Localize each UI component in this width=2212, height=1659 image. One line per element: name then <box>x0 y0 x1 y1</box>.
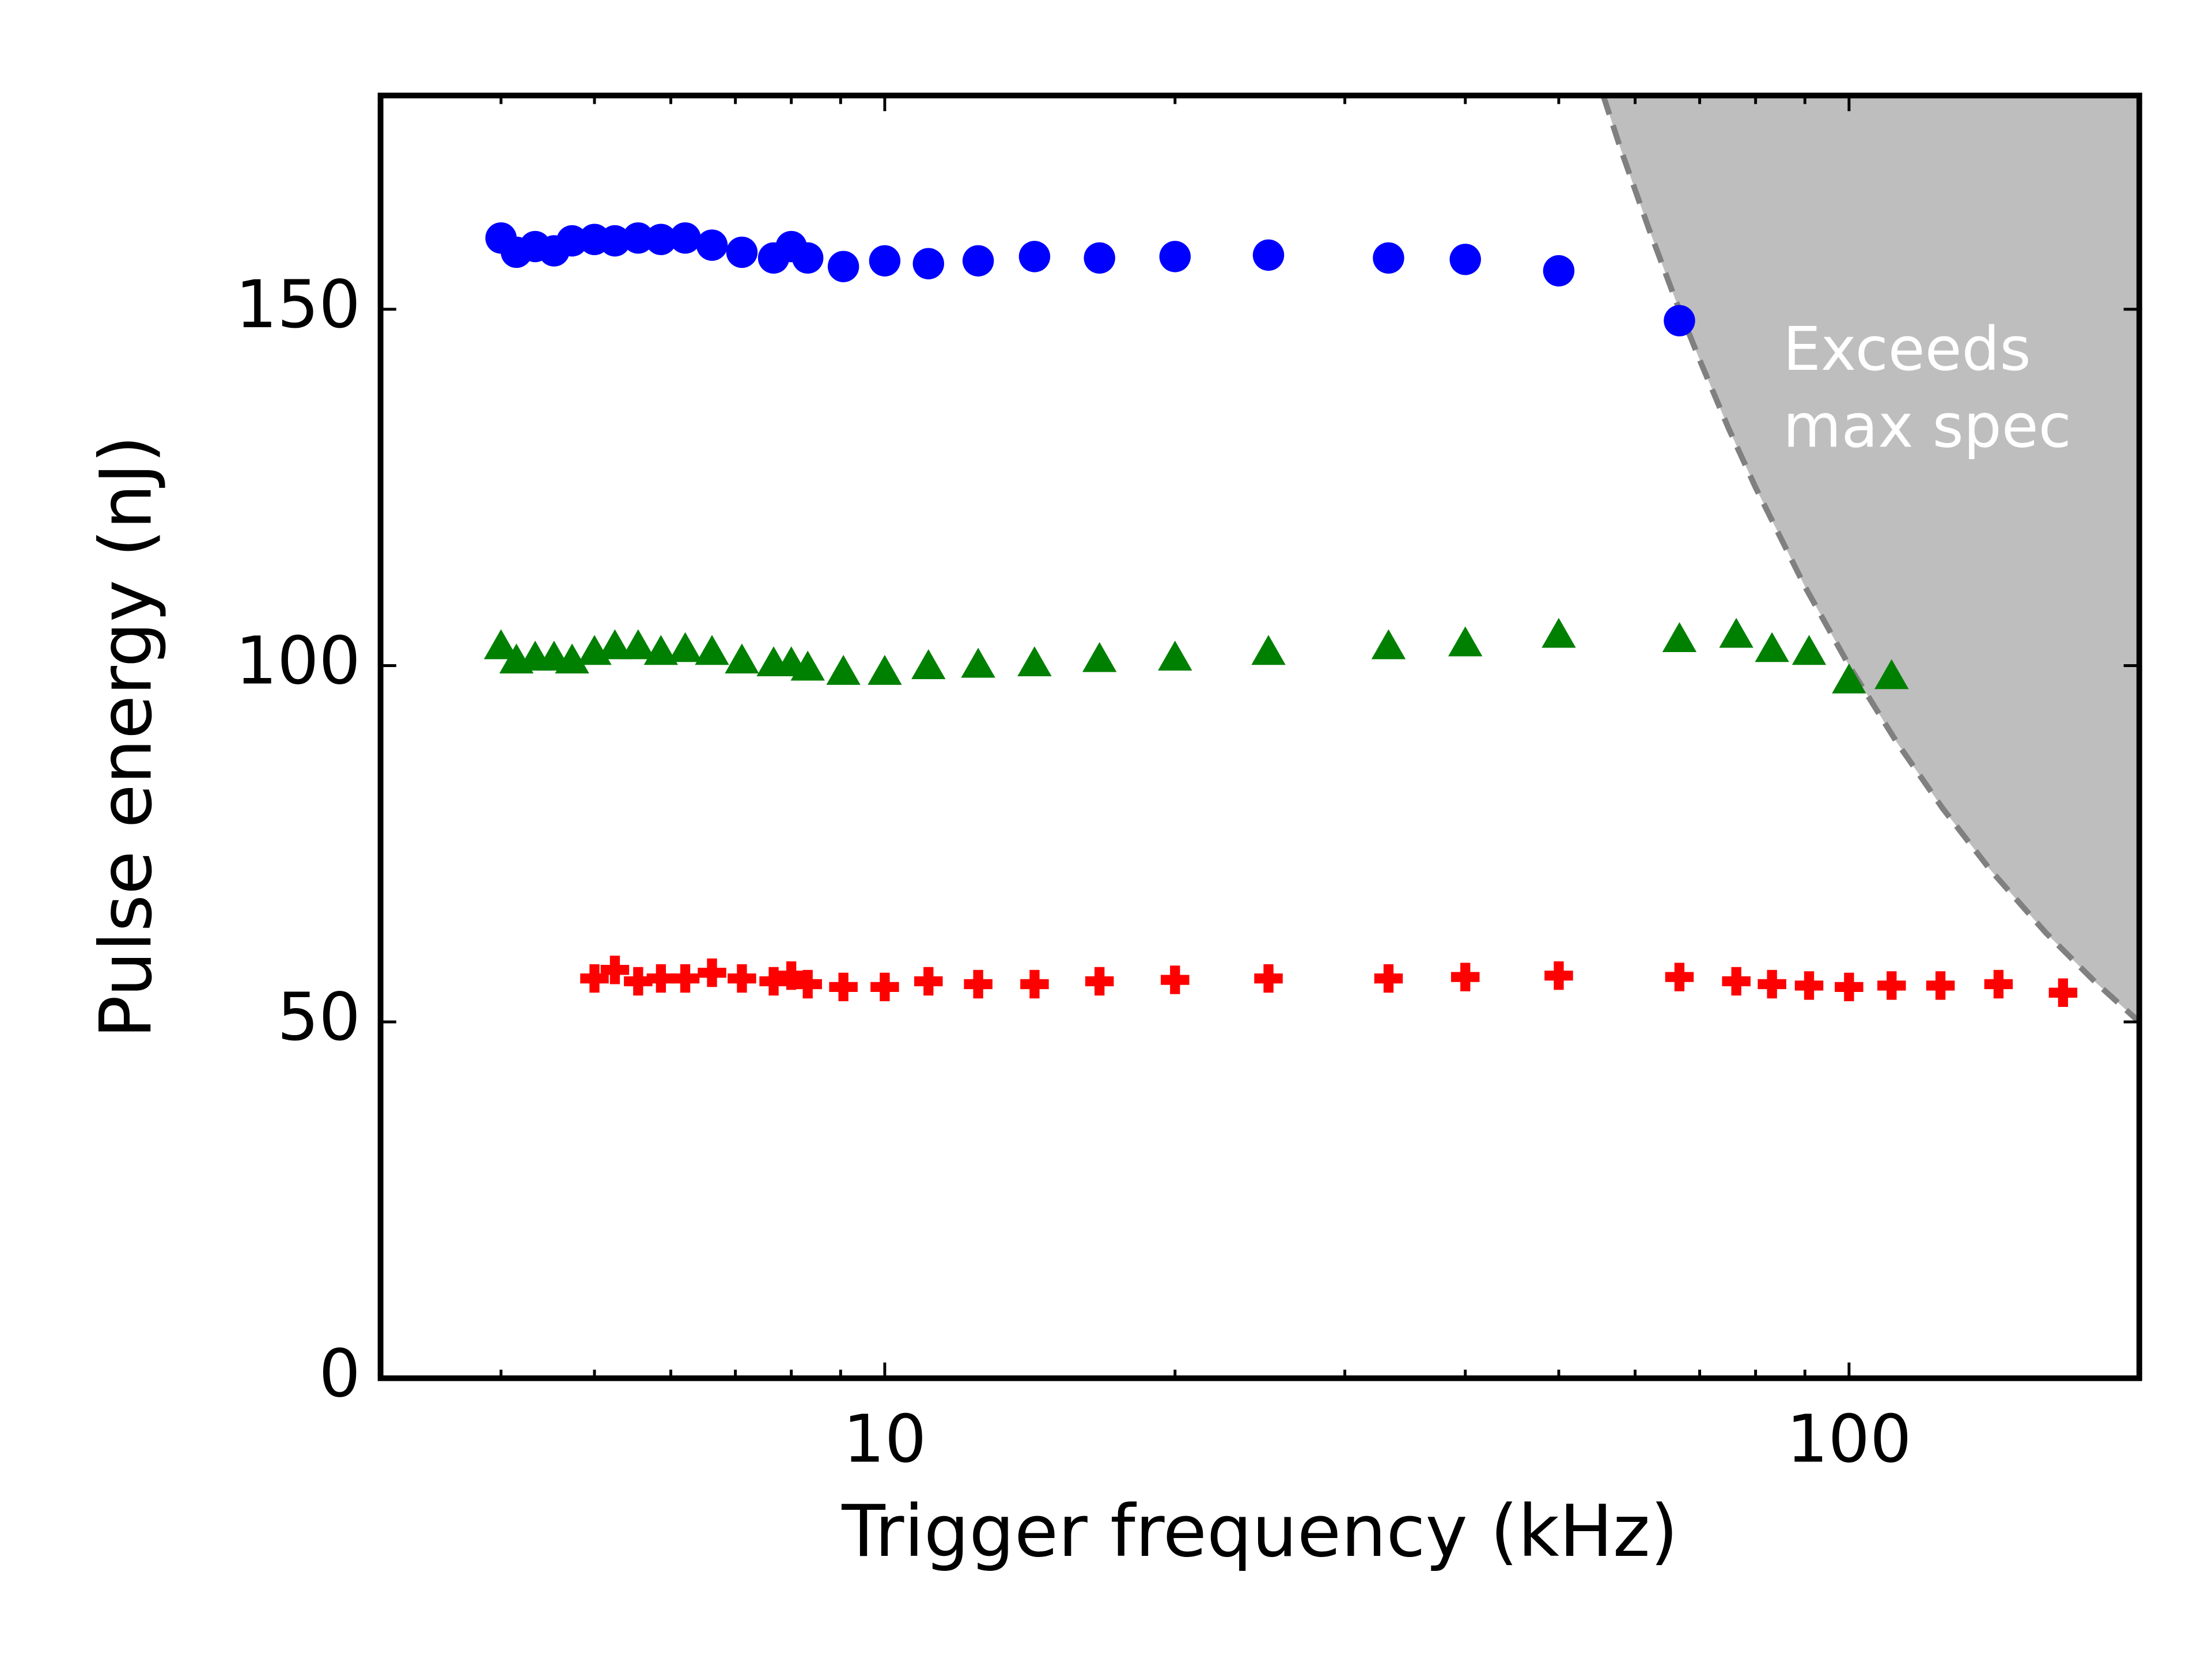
y-axis-label: Pulse energy (nJ) <box>85 435 168 1039</box>
point <box>914 967 943 996</box>
point <box>790 650 825 681</box>
point <box>869 245 901 276</box>
point <box>646 964 676 993</box>
point <box>1758 969 1786 999</box>
point <box>1719 618 1753 648</box>
y-tick-label: 100 <box>236 623 361 699</box>
point <box>1017 646 1052 677</box>
point <box>643 635 679 665</box>
point <box>1664 305 1695 336</box>
point <box>962 245 994 276</box>
point <box>1984 969 2013 999</box>
region-label: max spec <box>1783 392 2071 461</box>
point <box>484 629 518 660</box>
point <box>1451 963 1480 991</box>
point <box>1020 969 1049 999</box>
point <box>1371 629 1406 660</box>
point <box>1832 663 1866 694</box>
point <box>725 643 759 674</box>
plot-frame <box>377 92 2142 1381</box>
point <box>826 654 861 685</box>
point <box>1158 641 1192 671</box>
point <box>728 964 756 993</box>
point <box>600 955 630 984</box>
y-tick-label: 50 <box>277 979 361 1055</box>
point <box>1018 241 1051 272</box>
point <box>1835 972 1863 1002</box>
point <box>669 222 701 254</box>
point <box>827 251 859 282</box>
point <box>1449 244 1481 275</box>
point <box>791 242 824 274</box>
point <box>759 967 788 996</box>
point <box>1794 971 1824 1000</box>
point <box>793 969 822 999</box>
point <box>597 629 632 660</box>
point <box>870 972 899 1002</box>
point <box>1755 632 1789 662</box>
y-tick-label: 150 <box>236 266 361 343</box>
point <box>695 635 729 665</box>
point <box>2048 978 2078 1007</box>
region-label: Exceeds <box>1783 315 2031 384</box>
exceeds-region <box>1603 95 2139 1378</box>
point <box>671 964 700 993</box>
x-tick-label: 100 <box>1786 1401 1911 1478</box>
point <box>1085 967 1114 996</box>
point <box>1543 255 1575 287</box>
point <box>580 964 609 993</box>
point <box>961 647 995 678</box>
point <box>1926 971 1955 1000</box>
point <box>1252 239 1285 271</box>
point <box>555 643 589 674</box>
point <box>1665 963 1694 991</box>
point <box>556 225 588 257</box>
region-boundary <box>1600 95 2139 1024</box>
x-tick-label: 10 <box>843 1401 927 1478</box>
point <box>1374 964 1403 993</box>
point <box>868 654 902 685</box>
point <box>696 229 728 261</box>
point <box>1874 659 1909 690</box>
point <box>1161 965 1190 994</box>
point <box>1541 618 1576 648</box>
point <box>777 961 806 990</box>
point <box>645 224 677 255</box>
point <box>599 225 631 257</box>
point <box>1662 622 1697 652</box>
y-tick-label: 0 <box>319 1335 361 1412</box>
point <box>1084 242 1115 274</box>
point <box>1448 626 1483 657</box>
point <box>911 649 946 679</box>
point <box>668 632 703 662</box>
point <box>1373 242 1404 274</box>
point <box>621 629 656 660</box>
point <box>1159 241 1191 272</box>
point <box>1251 635 1286 665</box>
point <box>1877 971 1906 1000</box>
x-axis-label: Trigger frequency (kHz) <box>841 1490 1678 1573</box>
point <box>726 236 758 268</box>
point <box>698 958 726 987</box>
point <box>1082 642 1117 672</box>
point <box>912 248 944 279</box>
point <box>964 969 993 999</box>
point <box>829 972 858 1002</box>
point <box>1544 961 1573 990</box>
point <box>622 222 654 254</box>
point <box>1791 635 1827 665</box>
point <box>1722 967 1751 996</box>
point <box>1254 964 1283 993</box>
